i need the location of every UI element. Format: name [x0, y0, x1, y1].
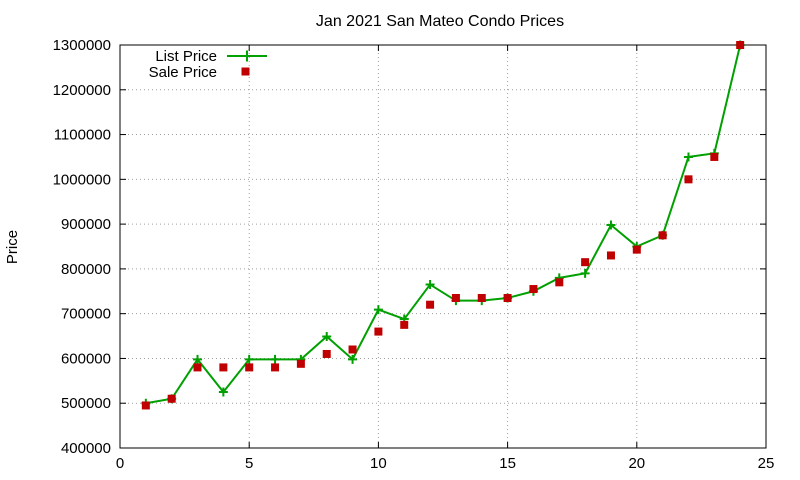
legend-marker-list-price	[240, 50, 254, 62]
legend: List Price Sale Price	[149, 48, 267, 81]
sale-price-point	[581, 258, 590, 267]
y-tick-label: 500000	[61, 395, 111, 412]
sale-price-point	[348, 345, 357, 354]
list-price-point	[580, 268, 590, 278]
x-tick-label: 5	[245, 455, 253, 472]
sale-price-point	[555, 278, 564, 287]
list-price-point	[193, 354, 203, 364]
x-tick-label: 15	[499, 455, 516, 472]
sale-price-point	[529, 285, 538, 294]
list-price-line	[145, 44, 742, 405]
sale-price-point	[684, 175, 693, 184]
sale-price-point	[193, 363, 202, 372]
sale-price-point	[477, 293, 486, 302]
legend-plus-glyph	[240, 50, 254, 62]
x-tick-label: 0	[116, 455, 124, 472]
list-price-point	[683, 152, 693, 162]
list-price-point	[270, 354, 280, 364]
y-tick-label: 1100000	[54, 127, 111, 144]
sale-price-point	[141, 401, 150, 410]
legend-label-sale-price: Sale Price	[149, 64, 217, 81]
sale-price-point	[167, 394, 176, 403]
y-tick-label: 1300000	[53, 37, 111, 54]
y-tick-label: 700000	[61, 306, 111, 323]
list-price-point	[425, 280, 435, 290]
axis-ticks: 0 5 10 15 20 25 400000 500000 600000 700000 800000…	[53, 37, 775, 472]
sale-price-point	[426, 300, 435, 309]
sale-price-point	[503, 293, 512, 302]
list-price-point	[218, 387, 228, 397]
sale-price-point	[322, 349, 331, 358]
sale-price-point	[451, 293, 460, 302]
list-price-point	[373, 305, 383, 315]
sale-price-point	[632, 245, 641, 254]
sale-price-point	[710, 152, 719, 161]
x-tick-label: 25	[758, 455, 775, 472]
list-price-point	[606, 220, 616, 230]
sale-price-point	[296, 359, 305, 368]
y-tick-label: 1200000	[53, 82, 111, 99]
y-axis-label: Price	[4, 230, 21, 264]
sale-price-point	[400, 320, 409, 329]
sale-price-point	[271, 363, 280, 372]
chart-title: Jan 2021 San Mateo Condo Prices	[316, 13, 564, 30]
list-price-point	[244, 354, 254, 364]
y-tick-label: 400000	[61, 440, 111, 457]
sale-price-point	[736, 41, 745, 49]
x-tick-label: 10	[370, 455, 387, 472]
sale-price-point	[374, 327, 383, 336]
sale-price-point	[245, 363, 254, 372]
legend-label-list-price: List Price	[155, 48, 217, 65]
list-price-point	[348, 354, 358, 364]
y-tick-label: 1000000	[53, 171, 111, 188]
list-price-point	[322, 332, 332, 342]
series-layer	[141, 40, 745, 410]
sale-price-point	[658, 231, 667, 240]
sale-price-point	[219, 363, 228, 372]
y-tick-label: 900000	[61, 216, 111, 233]
plot-frame	[119, 44, 767, 449]
legend-marker-sale-price	[241, 67, 250, 76]
sale-price-point	[606, 251, 615, 260]
x-tick-label: 20	[628, 455, 645, 472]
y-tick-label: 600000	[61, 350, 111, 367]
y-tick-label: 800000	[61, 261, 111, 278]
